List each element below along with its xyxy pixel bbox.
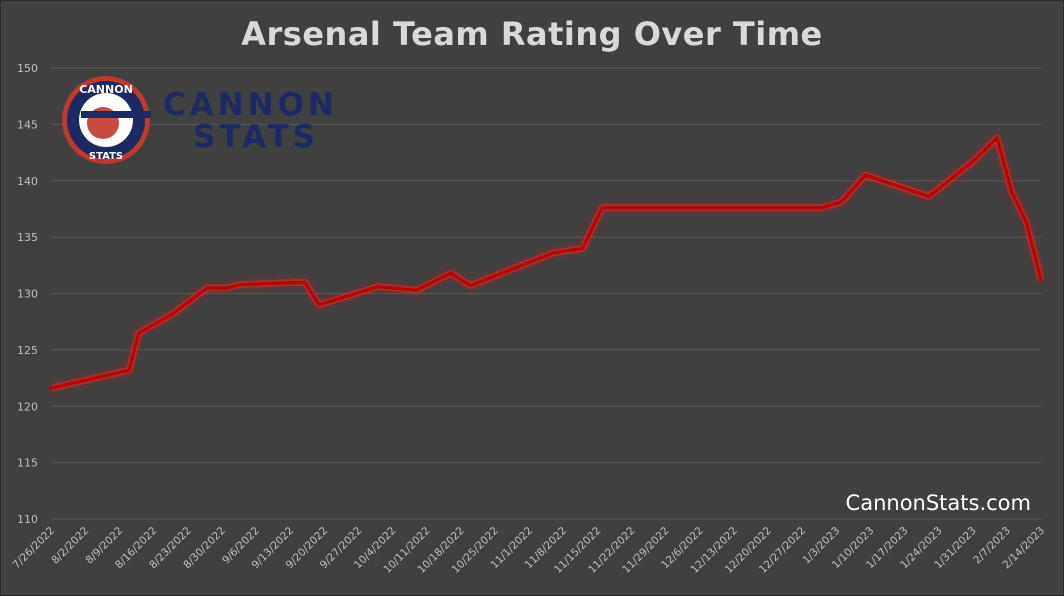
series-layer — [49, 134, 1045, 392]
data-point — [971, 160, 975, 164]
data-point — [863, 173, 867, 177]
y-tick-label: 115 — [17, 457, 38, 470]
data-point — [171, 312, 175, 316]
data-point — [127, 368, 131, 372]
data-point — [1024, 220, 1028, 224]
y-tick-label: 110 — [17, 513, 38, 526]
data-point — [225, 286, 229, 290]
data-point — [376, 285, 380, 289]
data-point — [49, 386, 53, 390]
y-tick-label: 140 — [17, 175, 38, 188]
data-point — [205, 286, 209, 290]
gridlines — [51, 67, 1041, 520]
data-point — [303, 280, 307, 284]
logo-badge-top-text: CANNON — [79, 83, 133, 96]
data-point — [317, 303, 321, 307]
data-point — [551, 251, 555, 255]
data-point — [468, 284, 472, 288]
data-point — [581, 246, 585, 250]
watermark-text: CannonStats.com — [845, 491, 1031, 515]
logo-word-stats: STATS — [193, 119, 320, 155]
y-tick-label: 125 — [17, 344, 38, 357]
logo-word-cannon: CANNON — [163, 87, 338, 123]
x-axis-ticks: 7/26/20228/2/20228/9/20228/16/20228/23/2… — [11, 525, 1048, 576]
data-point — [1010, 190, 1014, 194]
data-point — [927, 195, 931, 199]
data-point — [449, 271, 453, 275]
series-line-glow — [50, 134, 1045, 392]
series-line — [50, 136, 1043, 390]
y-tick-label: 120 — [17, 400, 38, 413]
data-point — [1039, 278, 1043, 282]
data-point — [995, 136, 999, 140]
y-tick-label: 130 — [17, 288, 38, 301]
data-point — [839, 200, 843, 204]
chart-title: Arsenal Team Rating Over Time — [241, 15, 823, 53]
x-tick-label: 7/26/2022 — [11, 525, 58, 572]
cannon-stats-logo: CANNON STATS CANNON STATS — [61, 75, 361, 171]
y-tick-label: 145 — [17, 118, 38, 131]
data-point — [137, 331, 141, 335]
cannon-badge-icon: CANNON STATS — [62, 76, 151, 164]
y-tick-label: 135 — [17, 231, 38, 244]
data-point — [820, 206, 824, 210]
data-point — [415, 288, 419, 292]
data-point — [600, 206, 604, 210]
logo-badge-bottom-text: STATS — [89, 151, 123, 162]
data-point — [239, 282, 243, 286]
y-axis-ticks: 110 115 120 125 130 135 140 145 150 — [17, 62, 38, 526]
y-tick-label: 150 — [17, 62, 38, 75]
